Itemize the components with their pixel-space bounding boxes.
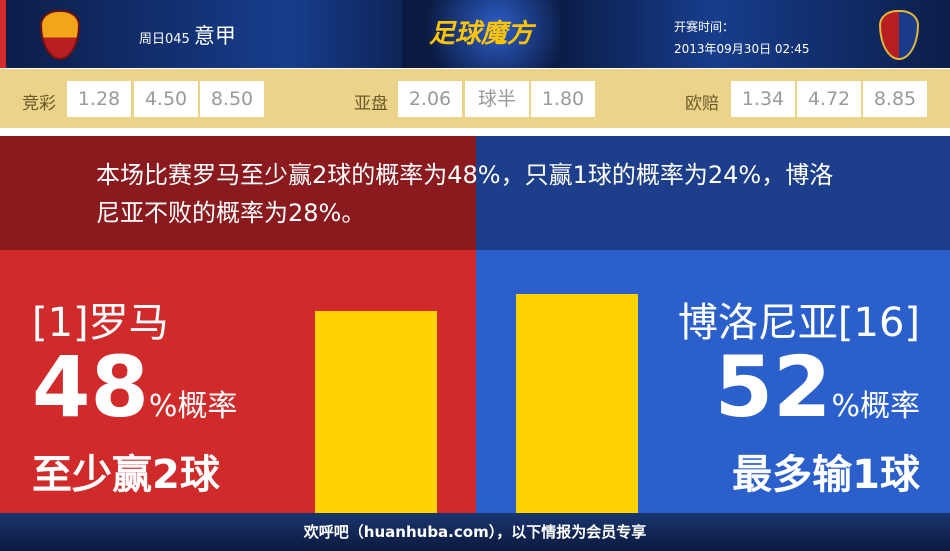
brand-logo: 足球魔方: [402, 0, 560, 68]
kickoff-label: 开赛时间：: [674, 20, 735, 34]
home-percent-value: 48: [32, 338, 149, 436]
odds-value: 4.50: [134, 81, 198, 117]
jingcai-label: 竞彩: [22, 94, 56, 114]
summary-text: 本场比赛罗马至少赢2球的概率为48%，只赢1球的概率为24%，博洛尼亚不败的概率…: [96, 161, 834, 227]
home-probability-bar: [315, 310, 437, 513]
match-info: 周日045 意甲: [139, 20, 236, 50]
odds-value: 8.85: [863, 81, 927, 117]
away-percent: 52%概率: [715, 338, 920, 436]
away-team-name: 博洛尼亚[16]: [677, 300, 920, 346]
away-percent-value: 52: [714, 338, 832, 436]
home-panel: [1]罗马 48%概率 至少赢2球: [0, 250, 476, 513]
home-team-name: [1]罗马: [32, 300, 169, 346]
home-team-logo: [40, 10, 80, 60]
away-team-logo: [879, 10, 919, 60]
odds-value: 8.50: [200, 81, 264, 117]
kickoff: 开赛时间： 2013年09月30日 02:45: [674, 16, 809, 60]
percent-suffix: %概率: [148, 389, 238, 424]
league: 意甲: [193, 24, 236, 48]
match-code: 周日045: [139, 32, 190, 47]
odds-value: 2.06: [398, 81, 462, 117]
away-probability-bar: [516, 294, 638, 513]
yapan-label: 亚盘: [354, 94, 388, 114]
odds-value: 1.34: [731, 81, 795, 117]
odds-value: 1.28: [67, 81, 131, 117]
summary-panel: 本场比赛罗马至少赢2球的概率为48%，只赢1球的概率为24%，博洛尼亚不败的概率…: [0, 136, 950, 250]
odds-value: 4.72: [797, 81, 861, 117]
odds-value: 球半: [465, 81, 529, 117]
percent-suffix: %概率: [831, 389, 920, 424]
kickoff-time: 2013年09月30日 02:45: [674, 42, 810, 56]
away-panel: 博洛尼亚[16] 52%概率 最多输1球: [476, 250, 950, 513]
odds-value: 1.80: [531, 81, 595, 117]
match-header: 周日045 意甲 足球魔方 开赛时间： 2013年09月30日 02:45: [0, 0, 950, 68]
away-desc: 最多输1球: [732, 452, 920, 498]
home-percent: 48%概率: [32, 338, 237, 436]
home-desc: 至少赢2球: [32, 452, 220, 498]
oupei-label: 欧赔: [685, 94, 719, 114]
footer-banner[interactable]: 欢呼吧（huanhuba.com），以下情报为会员专享: [0, 513, 950, 551]
odds-bar: 竞彩 1.28 4.50 8.50 亚盘 2.06 球半 1.80 欧赔 1.3…: [0, 68, 950, 128]
